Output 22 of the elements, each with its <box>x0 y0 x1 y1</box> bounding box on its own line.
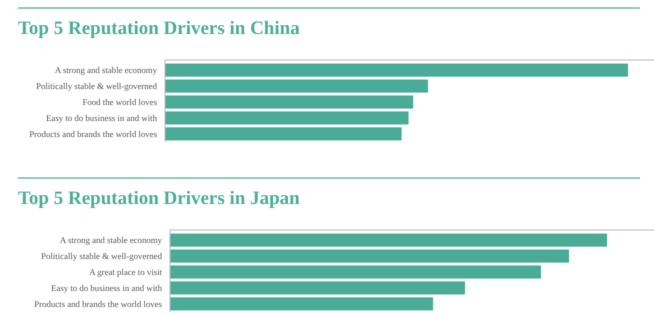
y-tick-label: Easy to do business in and with <box>51 283 163 294</box>
bar <box>165 80 428 93</box>
y-tick-label: Products and brands the world loves <box>34 298 163 309</box>
y-tick-label: Easy to do business in and with <box>46 113 158 124</box>
y-tick-label: Politically stable & well-governed <box>41 251 163 262</box>
bar <box>165 111 409 124</box>
y-tick-label: A strong and stable economy <box>60 235 163 246</box>
y-tick-label: Food the world loves <box>82 97 158 108</box>
bar <box>165 127 402 140</box>
chart-title: Top 5 Reputation Drivers in China <box>18 18 300 39</box>
bar <box>165 95 414 109</box>
y-tick-label: A great place to visit <box>89 267 163 278</box>
bar <box>170 234 607 247</box>
y-tick-label: Politically stable & well-governed <box>36 81 158 92</box>
bar <box>170 250 569 263</box>
bar <box>170 297 434 310</box>
bar <box>170 281 465 294</box>
y-tick-label: Products and brands the world loves <box>29 128 158 139</box>
chart-title: Top 5 Reputation Drivers in Japan <box>18 188 300 209</box>
y-tick-label: A strong and stable economy <box>54 65 158 76</box>
bar <box>170 265 542 279</box>
bar <box>165 64 628 77</box>
